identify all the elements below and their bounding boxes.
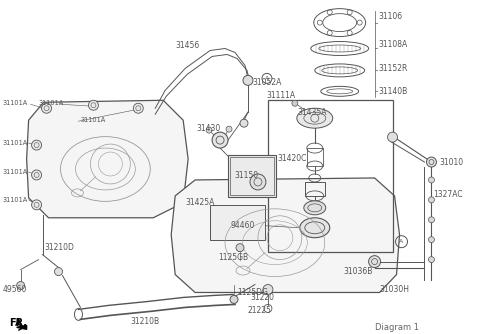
Polygon shape xyxy=(17,325,26,329)
Circle shape xyxy=(88,100,98,110)
Text: 31101A: 31101A xyxy=(3,100,28,106)
Circle shape xyxy=(236,244,244,252)
Text: 31010: 31010 xyxy=(439,158,464,167)
Circle shape xyxy=(387,132,397,142)
Ellipse shape xyxy=(304,201,326,215)
Text: 21225: 21225 xyxy=(248,306,272,315)
Text: 31030H: 31030H xyxy=(380,285,409,294)
Circle shape xyxy=(429,237,434,243)
Ellipse shape xyxy=(297,108,333,128)
Bar xyxy=(305,182,325,196)
Circle shape xyxy=(32,140,42,150)
Circle shape xyxy=(226,126,232,132)
Circle shape xyxy=(429,177,434,183)
Text: 31210B: 31210B xyxy=(130,317,159,326)
Circle shape xyxy=(429,257,434,263)
Text: 31101A: 31101A xyxy=(3,140,28,146)
Text: 31210D: 31210D xyxy=(45,243,74,252)
Bar xyxy=(307,148,323,166)
Circle shape xyxy=(206,127,212,133)
Circle shape xyxy=(240,119,248,127)
Circle shape xyxy=(429,197,434,203)
Text: 31108A: 31108A xyxy=(379,40,408,49)
Text: 31420C: 31420C xyxy=(278,154,307,163)
Text: 1125DG: 1125DG xyxy=(237,288,268,297)
Text: 49560: 49560 xyxy=(3,285,27,294)
Text: 31456: 31456 xyxy=(175,41,199,50)
Text: 1327AC: 1327AC xyxy=(433,190,463,199)
Ellipse shape xyxy=(300,218,330,238)
Circle shape xyxy=(263,285,273,295)
Bar xyxy=(228,155,276,197)
Text: 1125GB: 1125GB xyxy=(218,253,248,262)
Circle shape xyxy=(212,132,228,148)
Text: 31106: 31106 xyxy=(379,12,403,21)
Polygon shape xyxy=(26,100,188,218)
Circle shape xyxy=(32,200,42,210)
Text: Diagram 1: Diagram 1 xyxy=(375,323,420,332)
Circle shape xyxy=(42,103,51,113)
Circle shape xyxy=(230,296,238,303)
Circle shape xyxy=(426,157,436,167)
Text: 31101A: 31101A xyxy=(38,100,64,106)
Circle shape xyxy=(17,282,24,290)
Text: A: A xyxy=(265,76,269,81)
Circle shape xyxy=(55,268,62,276)
Text: FR.: FR. xyxy=(9,318,27,328)
Circle shape xyxy=(369,256,381,268)
Text: 31101A: 31101A xyxy=(3,197,28,203)
Text: 31152R: 31152R xyxy=(379,64,408,73)
Text: A: A xyxy=(399,239,404,244)
Text: 31140B: 31140B xyxy=(379,87,408,96)
Text: 31111A: 31111A xyxy=(266,91,295,100)
Polygon shape xyxy=(171,178,399,293)
Bar xyxy=(210,205,265,240)
Circle shape xyxy=(32,170,42,180)
Bar xyxy=(268,100,393,252)
Text: 31036B: 31036B xyxy=(344,267,373,276)
Circle shape xyxy=(292,100,298,106)
Circle shape xyxy=(250,174,266,190)
Circle shape xyxy=(133,103,144,113)
Text: 94460: 94460 xyxy=(230,221,254,230)
Circle shape xyxy=(429,217,434,223)
Text: 31430: 31430 xyxy=(196,124,220,133)
Text: 31052A: 31052A xyxy=(252,78,281,87)
Bar xyxy=(230,157,274,195)
Text: 31220: 31220 xyxy=(250,293,274,302)
Text: 31101A: 31101A xyxy=(3,169,28,175)
Text: 31150: 31150 xyxy=(234,171,258,180)
Text: 31435A: 31435A xyxy=(298,108,327,117)
Text: 31101A: 31101A xyxy=(81,117,106,123)
Circle shape xyxy=(243,75,253,86)
Text: 31425A: 31425A xyxy=(185,198,215,207)
